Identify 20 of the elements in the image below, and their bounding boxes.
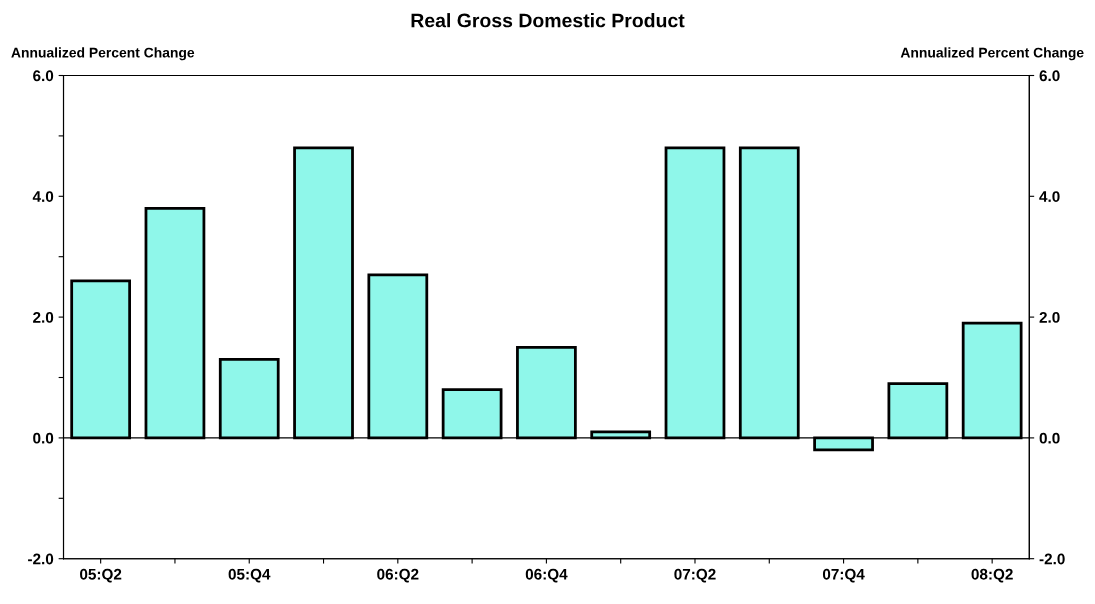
- x-tick-label: 05:Q4: [228, 568, 271, 583]
- y2-axis-title: Annualized Percent Change: [900, 47, 1084, 61]
- y2-tick-label: 2.0: [1039, 311, 1060, 323]
- y2-tick-label: 0.0: [1039, 432, 1060, 444]
- y-tick-label: 6.0: [33, 70, 54, 82]
- x-tick-label: 07:Q2: [674, 568, 716, 583]
- y2-tick-label: 6.0: [1039, 70, 1060, 82]
- y2-tick-label: 4.0: [1039, 191, 1060, 202]
- x-tick-label: 06:Q4: [525, 568, 568, 583]
- chart-title: Real Gross Domestic Product: [411, 13, 685, 28]
- x-tick-label: 07:Q4: [822, 568, 865, 583]
- y-tick-label: 0.0: [33, 432, 54, 444]
- x-tick-label: 06:Q2: [377, 568, 419, 583]
- y2-tick-label: -2.0: [1039, 553, 1065, 565]
- y-axis-title: Annualized Percent Change: [11, 47, 195, 61]
- x-tick-label: 05:Q2: [80, 568, 122, 583]
- y-tick-label: 2.0: [33, 311, 54, 323]
- y-tick-label: 4.0: [32, 191, 54, 202]
- x-tick-label: 08:Q2: [971, 568, 1013, 583]
- y-tick-label: -2.0: [28, 553, 54, 565]
